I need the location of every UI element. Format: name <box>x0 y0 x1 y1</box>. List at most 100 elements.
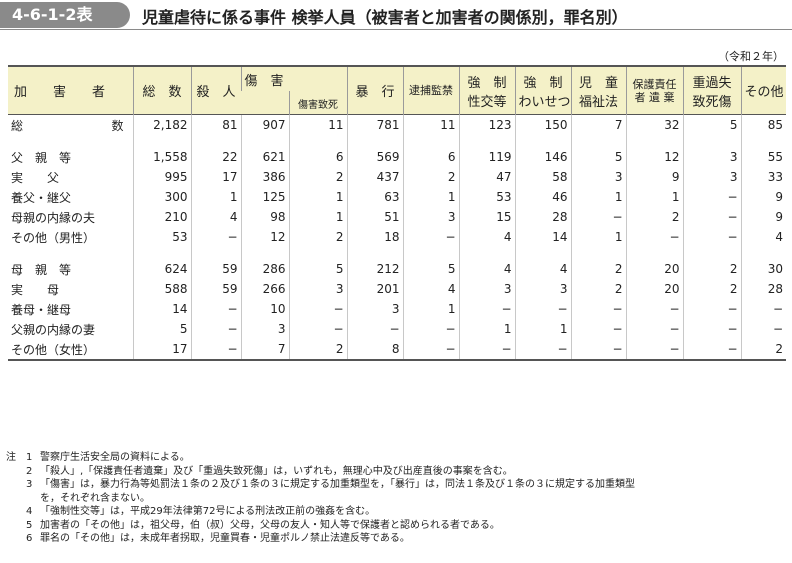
table-header: 4-6-1-2表 児童虐待に係る事件 検挙人員（被害者と加害者の関係別，罪名別） <box>0 2 792 30</box>
table-cell: − <box>402 339 460 361</box>
table-cell: 81 <box>190 114 241 135</box>
table-cell: 1 <box>402 299 460 319</box>
table-cell: 4 <box>740 227 787 247</box>
table-cell: − <box>402 319 460 339</box>
table-cell: 9 <box>625 167 684 187</box>
table-row: 総数 2,182 81 907 11 781 11 123 150 7 32 5 85 <box>8 114 787 135</box>
table-cell: 5 <box>402 259 460 279</box>
table-cell: 3 <box>402 207 460 227</box>
table-cell: 437 <box>346 167 404 187</box>
table-cell: − <box>570 207 627 227</box>
table-cell: 14 <box>514 227 572 247</box>
table-cell: 1 <box>288 207 348 227</box>
table-cell: 85 <box>740 114 787 135</box>
table-cell: 30 <box>740 259 787 279</box>
table-cell: 2,182 <box>132 114 191 135</box>
table-cell: 6 <box>402 147 460 167</box>
col-assault: 暴 行 <box>346 66 404 115</box>
table-cell: 3 <box>346 299 404 319</box>
table-cell: 2 <box>570 279 627 299</box>
table-cell: 1 <box>288 187 348 207</box>
col-total: 総 数 <box>132 66 191 115</box>
note-item: 4 「強制性交等」は，平成29年法律第72号による刑法改正前の強姦を含む。 <box>26 506 376 517</box>
table-cell: − <box>514 339 572 361</box>
row-label: 養母・継母 <box>11 302 72 317</box>
note-item: 3 「傷害」は，暴力行為等処罰法１条の２及び１条の３に規定する加重類型を，「暴行」… <box>26 479 635 490</box>
table-cell: 11 <box>288 114 348 135</box>
table-cell: − <box>682 207 742 227</box>
table-cell: 2 <box>402 167 460 187</box>
table-cell: 53 <box>132 227 191 247</box>
table-cell: 2 <box>288 227 348 247</box>
table-cell: 1 <box>570 227 627 247</box>
table-cell: 4 <box>514 259 572 279</box>
table-cell: 10 <box>240 299 289 319</box>
table-cell: 4 <box>458 259 516 279</box>
note-item: 6 罪名の「その他」は，未成年者拐取，児童買春・児童ポルノ禁止法違反等である。 <box>26 533 410 544</box>
table-cell: 1 <box>458 319 516 339</box>
table-cell: 59 <box>190 259 241 279</box>
table-cell: 14 <box>132 299 191 319</box>
table-cell: 2 <box>570 259 627 279</box>
table-cell: 1 <box>402 187 460 207</box>
table-cell: 212 <box>346 259 404 279</box>
table-cell: 119 <box>458 147 516 167</box>
table-cell: 17 <box>132 339 191 361</box>
table-cell: 1 <box>514 319 572 339</box>
col-rape: 強 制性交等 <box>458 66 516 115</box>
col-other: その他 <box>740 66 787 115</box>
table-cell: 4 <box>458 227 516 247</box>
note-item: 5 加害者の「その他」は，祖父母，伯（叔）父母，父母の友人・知人等で保護者と認めら… <box>26 519 500 531</box>
table-cell: 3 <box>682 167 742 187</box>
table-cell: − <box>740 319 787 339</box>
table-cell: 7 <box>570 114 627 135</box>
table-row: 父 親 等 1,558 22 621 6 569 6 119 146 5 12 3 55 <box>8 147 787 167</box>
table-cell: − <box>682 339 742 361</box>
table-cell: 3 <box>458 279 516 299</box>
table-cell: 55 <box>740 147 787 167</box>
table-cell: 146 <box>514 147 572 167</box>
table-cell: 98 <box>240 207 289 227</box>
table-cell: − <box>625 227 684 247</box>
table-cell: 53 <box>458 187 516 207</box>
table-title: 児童虐待に係る事件 検挙人員（被害者と加害者の関係別，罪名別） <box>142 8 628 27</box>
table-cell: 8 <box>346 339 404 361</box>
table-cell: 5 <box>288 259 348 279</box>
table-cell: 1 <box>625 187 684 207</box>
table-cell: 3 <box>514 279 572 299</box>
table-cell: 781 <box>346 114 404 135</box>
col-indecent: 強 制わいせつ <box>514 66 572 115</box>
table-cell: 46 <box>514 187 572 207</box>
table-cell: − <box>514 299 572 319</box>
table-cell: 5 <box>132 319 191 339</box>
note-continuation: を，それぞれ含まない。 <box>40 492 150 504</box>
table-row: 養父・継父 300 1 125 1 63 1 53 46 1 1−9 <box>8 187 787 207</box>
notes: 注 1 警察庁生活安全局の資料による。 2 「殺人」,「保護責任者遺棄」及び「重過失致死… <box>6 451 786 546</box>
table-cell: 12 <box>240 227 289 247</box>
table-cell: 11 <box>402 114 460 135</box>
table-cell: − <box>402 227 460 247</box>
table-cell: − <box>740 299 787 319</box>
table-cell: − <box>288 319 348 339</box>
table-cell: − <box>682 187 742 207</box>
table-cell: 995 <box>132 167 191 187</box>
col-injury: 傷 害 <box>240 66 348 91</box>
table-cell: 2 <box>682 259 742 279</box>
table-cell: 2 <box>288 339 348 361</box>
table-cell: − <box>458 339 516 361</box>
table-cell: 20 <box>625 259 684 279</box>
table-cell: 621 <box>240 147 289 167</box>
table-cell: 7 <box>240 339 289 361</box>
table-id-badge: 4-6-1-2表 <box>0 2 130 28</box>
table-cell: 22 <box>190 147 241 167</box>
col-neglect: 保護責任者 遺 棄 <box>625 66 684 115</box>
table-cell: 569 <box>346 147 404 167</box>
table-cell: 2 <box>740 339 787 361</box>
table-cell: 59 <box>190 279 241 299</box>
table-cell: − <box>570 339 627 361</box>
spacer-row <box>8 247 787 259</box>
table-cell: 123 <box>458 114 516 135</box>
row-label: 母 親 等 <box>11 262 72 277</box>
table-row: 実 母 588 59 266 3 201 4 3 3 2 20 2 28 <box>8 279 787 299</box>
table-cell: − <box>458 299 516 319</box>
